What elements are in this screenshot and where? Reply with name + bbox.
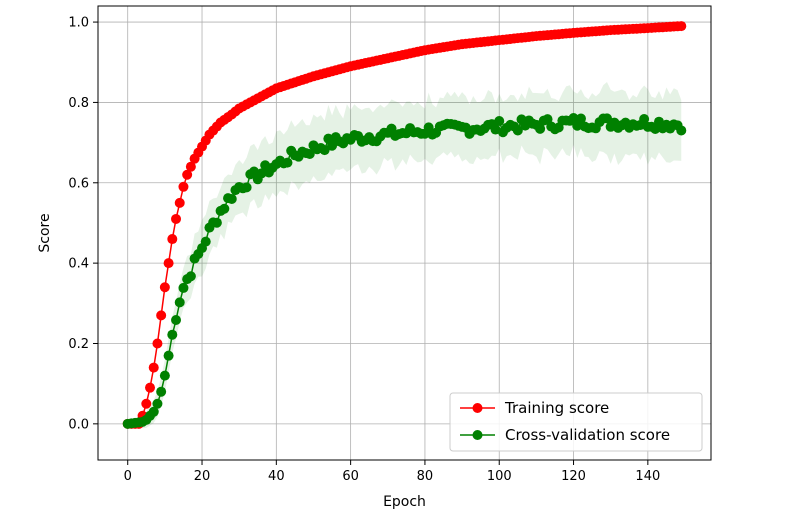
y-tick-label: 0.6 [68,176,89,191]
point-training [167,234,178,245]
point-cross-validation [167,329,178,340]
point-cross-validation [535,123,546,134]
point-cross-validation [542,114,553,125]
point-training [185,161,196,172]
point-cross-validation [676,125,687,136]
grid [98,6,711,460]
x-tick-label: 120 [561,469,586,484]
legend-label-cross-validation: Cross-validation score [505,426,670,444]
point-cross-validation [185,271,196,282]
point-cross-validation [219,203,230,214]
point-training [174,197,185,208]
point-cross-validation [178,282,189,293]
legend-marker-training [472,403,483,413]
point-training [163,258,174,269]
y-axis-label: Score [37,213,53,252]
x-tick-label: 140 [635,469,660,484]
point-cross-validation [304,149,315,160]
x-axis-label: Epoch [383,494,426,510]
point-cross-validation [163,350,174,361]
y-tick-label: 1.0 [68,16,89,31]
y-axis: 0.0 0.2 0.4 0.6 0.8 1.0 [68,16,98,432]
point-cross-validation [152,398,163,409]
point-training [676,21,687,32]
point-training [152,338,163,349]
point-cross-validation [327,140,338,151]
point-cross-validation [174,297,185,308]
point-cross-validation [211,217,222,228]
y-tick-label: 0.2 [68,337,89,352]
point-training [156,310,167,321]
x-tick-label: 60 [342,469,359,484]
point-cross-validation [159,370,170,381]
point-cross-validation [171,315,182,325]
point-training [145,382,156,393]
point-cross-validation [200,236,211,247]
y-tick-label: 0.4 [68,257,89,272]
data-series [122,21,687,429]
point-cross-validation [494,116,505,127]
point-cross-validation [319,145,330,156]
legend-entry-training: Training score [460,399,609,417]
x-tick-label: 40 [268,469,285,484]
point-cross-validation [282,157,293,168]
point-cross-validation [575,113,586,124]
series-cross-validation [122,113,687,429]
point-cross-validation [241,182,252,193]
x-tick-label: 80 [417,469,434,484]
point-cross-validation [639,114,650,125]
point-training [141,398,152,409]
point-cross-validation [226,193,237,204]
legend: Training score Cross-validation score [449,392,703,452]
x-tick-label: 100 [487,469,512,484]
point-training [148,362,159,373]
x-tick-label: 0 [124,469,132,484]
legend-marker-cross-validation [472,430,483,440]
y-tick-label: 0.0 [68,417,89,432]
legend-box [449,392,703,452]
point-training [171,213,182,224]
point-cross-validation [512,125,523,136]
plot-frame [97,5,712,461]
x-tick-label: 20 [194,469,211,484]
point-training [159,282,170,293]
point-training [182,169,193,180]
point-cross-validation [156,386,167,397]
legend-entry-cross-validation: Cross-validation score [460,426,670,444]
y-tick-label: 0.8 [68,96,89,111]
x-axis: 0 20 40 60 80 100 120 140 [124,460,660,484]
series-training [122,21,687,429]
point-cross-validation [148,406,159,417]
point-training [178,181,189,192]
point-cross-validation [568,113,579,124]
point-cross-validation [256,168,267,179]
point-cross-validation [601,113,612,124]
legend-label-training: Training score [504,399,609,417]
line-cross-validation [127,116,682,425]
